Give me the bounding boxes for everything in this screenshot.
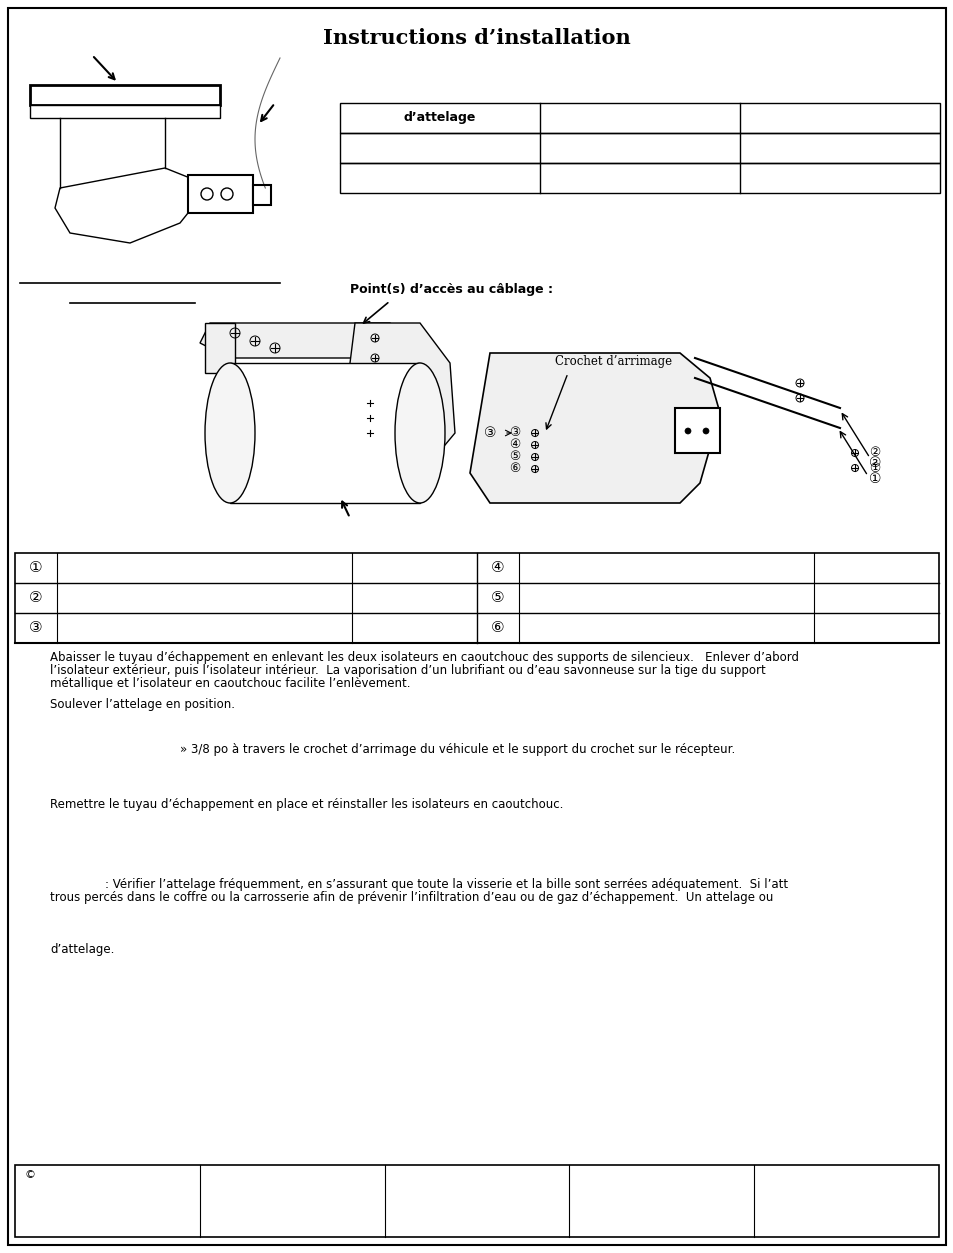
- Bar: [339, 103, 939, 133]
- Text: ⑤: ⑤: [509, 451, 520, 464]
- Bar: [253, 185, 271, 205]
- Polygon shape: [55, 168, 200, 243]
- Polygon shape: [200, 323, 419, 358]
- Text: Crochet d’arrimage: Crochet d’arrimage: [555, 355, 672, 367]
- Ellipse shape: [205, 363, 254, 502]
- Text: Point(s) d’accès au câblage :: Point(s) d’accès au câblage :: [350, 283, 553, 296]
- Bar: [15, 1165, 938, 1237]
- Bar: [15, 553, 938, 643]
- Circle shape: [702, 429, 708, 434]
- Text: ②: ②: [30, 590, 43, 605]
- Bar: [339, 133, 939, 163]
- Text: ①: ①: [868, 461, 880, 475]
- Text: ①: ①: [868, 472, 881, 486]
- Text: ③: ③: [509, 426, 520, 440]
- Bar: [675, 408, 720, 454]
- Text: Abaisser le tuyau d’échappement en enlevant les deux isolateurs en caoutchouc de: Abaisser le tuyau d’échappement en enlev…: [50, 652, 799, 664]
- Text: Soulever l’attelage en position.: Soulever l’attelage en position.: [50, 698, 234, 710]
- Bar: [339, 163, 939, 193]
- Text: ③: ③: [30, 620, 43, 635]
- Text: Remettre le tuyau d’échappement en place et réinstaller les isolateurs en caoutc: Remettre le tuyau d’échappement en place…: [50, 798, 563, 811]
- Text: trous percés dans le coffre ou la carrosserie afin de prévenir l’infiltration d’: trous percés dans le coffre ou la carros…: [50, 891, 773, 903]
- Text: ©: ©: [25, 1170, 36, 1180]
- Text: » 3/8 po à travers le crochet d’arrimage du véhicule et le support du crochet su: » 3/8 po à travers le crochet d’arrimage…: [180, 743, 735, 756]
- Bar: [30, 85, 220, 105]
- Text: Instructions d’installation: Instructions d’installation: [323, 28, 630, 48]
- Text: d’attelage.: d’attelage.: [50, 944, 114, 956]
- Text: ④: ④: [509, 439, 520, 451]
- Text: ⑤: ⑤: [491, 590, 504, 605]
- Text: : Vérifier l’attelage fréquemment, en s’assurant que toute la visserie et la bil: : Vérifier l’attelage fréquemment, en s’…: [105, 878, 787, 891]
- Polygon shape: [350, 323, 455, 472]
- Bar: [188, 175, 253, 213]
- Text: ②: ②: [868, 456, 881, 470]
- Circle shape: [221, 188, 233, 200]
- Text: d’attelage: d’attelage: [403, 112, 476, 124]
- Text: ⑥: ⑥: [509, 462, 520, 475]
- Circle shape: [201, 188, 213, 200]
- Text: ⑥: ⑥: [491, 620, 504, 635]
- Polygon shape: [470, 353, 720, 502]
- Text: ①: ①: [30, 560, 43, 575]
- Text: l’isolateur extérieur, puis l’isolateur intérieur.  La vaporisation d’un lubrifi: l’isolateur extérieur, puis l’isolateur …: [50, 664, 765, 677]
- Bar: [30, 105, 220, 118]
- Bar: [205, 323, 234, 373]
- Bar: [230, 363, 419, 502]
- Text: métallique et l’isolateur en caoutchouc facilite l’enlèvement.: métallique et l’isolateur en caoutchouc …: [50, 677, 410, 690]
- Circle shape: [684, 429, 690, 434]
- Text: ④: ④: [491, 560, 504, 575]
- Ellipse shape: [395, 363, 444, 502]
- Text: ②: ②: [868, 446, 880, 460]
- Text: ③: ③: [483, 426, 496, 440]
